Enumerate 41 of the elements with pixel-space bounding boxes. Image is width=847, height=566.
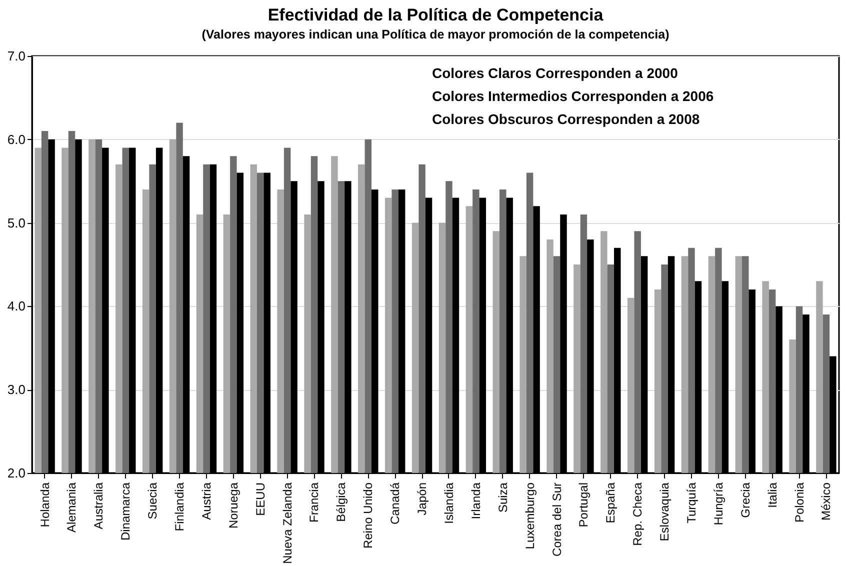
x-tick-label: Holanda — [38, 482, 52, 528]
x-tick-label: Francia — [307, 482, 322, 523]
x-tick-label: Nueva Zelanda — [280, 482, 294, 564]
chart-title: Efectividad de la Política de Competencia — [268, 6, 604, 24]
x-tick-label: Luxemburgo — [522, 482, 537, 550]
y-tick-label: 4.0 — [7, 298, 26, 314]
x-tick-label: Irlanda — [468, 482, 483, 520]
x-tick-label: Dinamarca — [118, 482, 133, 541]
chart-subtitle: (Valores mayores indican una Política de mayor promoción de la competencia) — [202, 28, 670, 42]
annotation: Colores Intermedios Corresponden a 2006 — [432, 88, 714, 104]
x-tick-label: Alemania — [64, 482, 79, 533]
x-tick-label: Polonia — [792, 482, 806, 523]
x-tick-label: Bélgica — [334, 482, 348, 522]
y-tick-label: 6.0 — [7, 132, 26, 147]
x-tick-label: Turquía — [684, 482, 698, 524]
x-tick-label: Grecia — [738, 482, 752, 518]
x-tick-label: Reino Unido — [361, 482, 376, 549]
x-tick-label: España — [604, 482, 618, 524]
y-tick-label: 2.0 — [7, 466, 26, 480]
x-tick-label: Austria — [199, 482, 214, 520]
annotation: Colores Claros Corresponden a 2000 — [432, 65, 678, 81]
x-tick-label: Rep. Checa — [630, 482, 645, 546]
y-tick-label: 5.0 — [7, 215, 26, 230]
x-tick-label: Portugal — [576, 482, 591, 528]
x-tick-label: México — [819, 482, 834, 521]
x-tick-label: Canadá — [388, 482, 402, 525]
x-tick-label: Finlandia — [172, 482, 187, 532]
y-tick-label: 3.0 — [7, 382, 26, 398]
x-tick-label: Corea del Sur — [550, 482, 564, 557]
x-tick-label: Noruega — [226, 482, 240, 529]
x-tick-label: Suecia — [146, 482, 160, 520]
x-tick-label: Suiza — [496, 482, 510, 513]
x-tick-label: Islandia — [442, 482, 456, 524]
x-tick-label: Japón — [415, 482, 430, 516]
x-tick-label: Eslovaquia — [658, 482, 672, 542]
x-tick-label: Hungría — [711, 482, 726, 526]
x-tick-label: Australia — [92, 482, 106, 530]
y-tick-label: 7.0 — [7, 48, 26, 64]
annotation: Colores Obscuros Corresponden a 2008 — [432, 111, 700, 127]
x-tick-label: Italia — [765, 482, 780, 508]
x-tick-label: EEUU — [253, 482, 268, 516]
